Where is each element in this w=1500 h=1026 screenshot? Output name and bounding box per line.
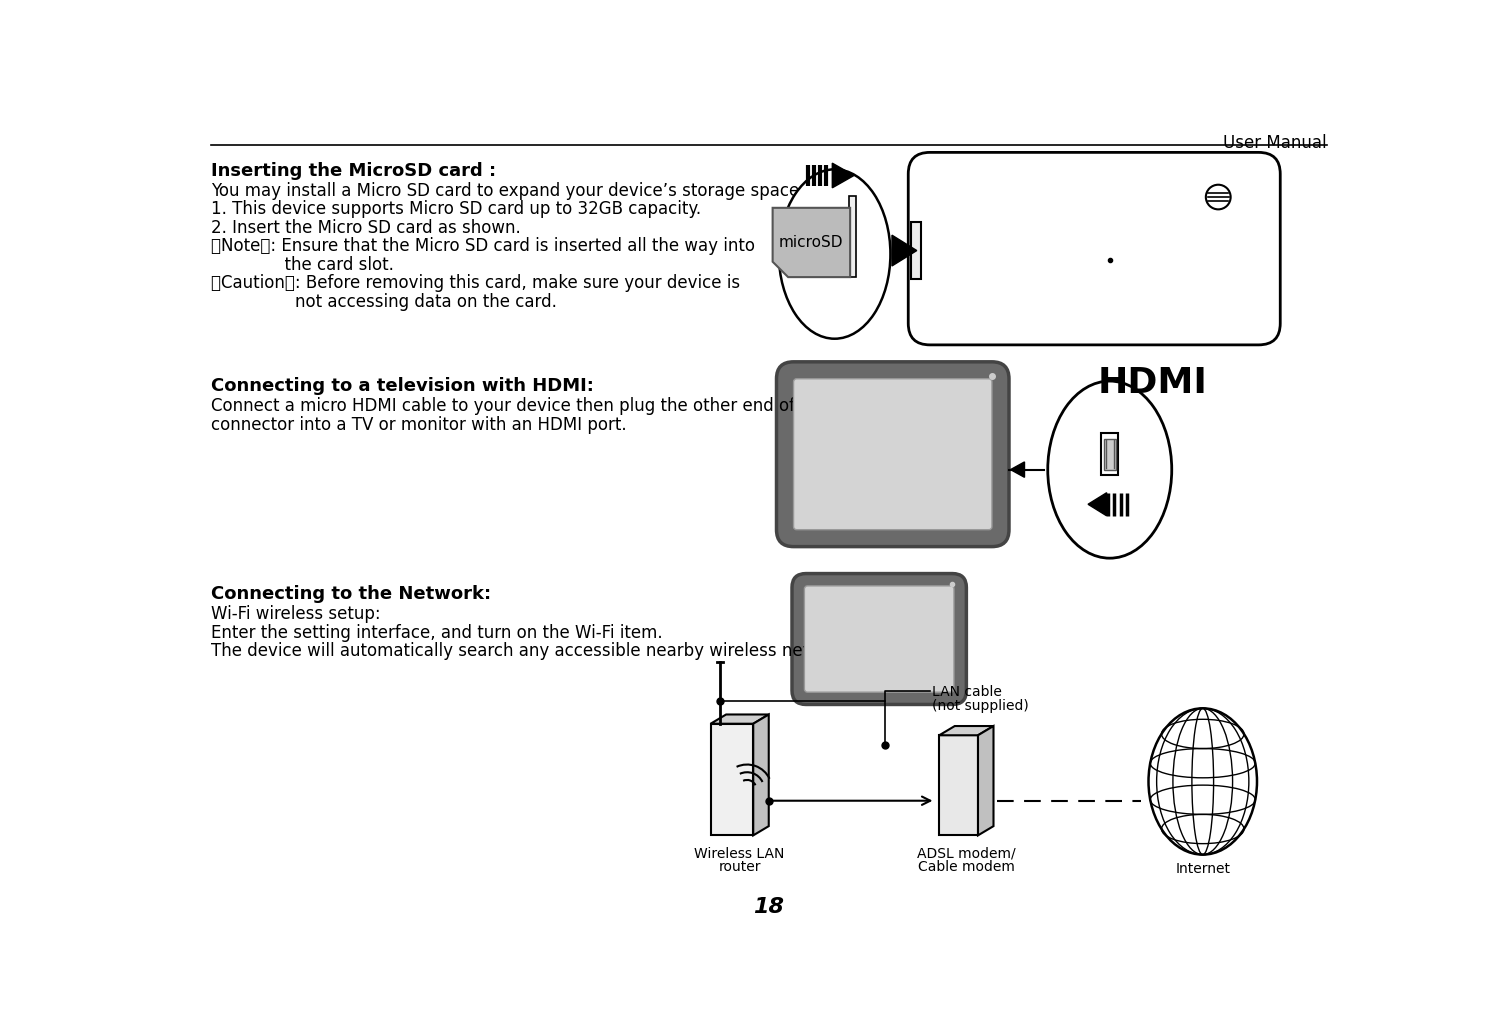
Text: the card slot.: the card slot. (210, 255, 393, 274)
Text: Inserting the MicroSD card :: Inserting the MicroSD card : (210, 162, 496, 180)
Text: router: router (718, 860, 760, 874)
Polygon shape (833, 163, 854, 188)
FancyBboxPatch shape (777, 362, 1010, 547)
Text: Wireless LAN: Wireless LAN (694, 846, 784, 861)
Bar (711, 723, 753, 835)
Circle shape (1206, 185, 1230, 209)
Text: Wi-Fi wireless setup:: Wi-Fi wireless setup: (210, 605, 381, 623)
Text: not accessing data on the card.: not accessing data on the card. (210, 292, 556, 311)
Text: Connecting to the Network:: Connecting to the Network: (210, 585, 490, 603)
Polygon shape (978, 726, 993, 835)
FancyBboxPatch shape (794, 379, 992, 529)
Bar (939, 736, 978, 835)
Polygon shape (1011, 462, 1025, 477)
Text: You may install a Micro SD card to expand your device’s storage space.: You may install a Micro SD card to expan… (210, 182, 804, 200)
Text: (not supplied): (not supplied) (932, 699, 1029, 713)
Text: 【Note】: Ensure that the Micro SD card is inserted all the way into: 【Note】: Ensure that the Micro SD card is… (210, 237, 754, 255)
Bar (1104, 439, 1116, 470)
Polygon shape (772, 208, 850, 277)
Text: 1. This device supports Micro SD card up to 32GB capacity.: 1. This device supports Micro SD card up… (210, 200, 700, 219)
Polygon shape (939, 726, 993, 736)
FancyBboxPatch shape (908, 153, 1280, 345)
Text: LAN cable: LAN cable (932, 685, 1002, 700)
Text: 18: 18 (753, 897, 784, 917)
Text: microSD: microSD (778, 235, 843, 250)
Text: HDMI: HDMI (1098, 366, 1208, 400)
Polygon shape (711, 714, 768, 723)
Text: 【Caution】: Before removing this card, make sure your device is: 【Caution】: Before removing this card, ma… (210, 274, 740, 292)
Ellipse shape (778, 169, 891, 339)
Polygon shape (753, 714, 768, 835)
Text: Connect a micro HDMI cable to your device then plug the other end of the HDMI: Connect a micro HDMI cable to your devic… (210, 397, 877, 416)
FancyBboxPatch shape (792, 574, 966, 705)
Bar (849, 196, 856, 277)
Ellipse shape (1047, 381, 1172, 558)
Text: connector into a TV or monitor with an HDMI port.: connector into a TV or monitor with an H… (210, 416, 627, 434)
Text: 2. Insert the Micro SD card as shown.: 2. Insert the Micro SD card as shown. (210, 219, 520, 237)
Text: Enter the setting interface, and turn on the Wi-Fi item.: Enter the setting interface, and turn on… (210, 624, 663, 641)
Text: User Manual: User Manual (1222, 134, 1326, 152)
Text: Cable modem: Cable modem (918, 860, 1016, 874)
Polygon shape (892, 235, 916, 266)
Bar (910, 222, 921, 279)
Text: Connecting to a television with HDMI:: Connecting to a television with HDMI: (210, 378, 594, 395)
Text: Internet: Internet (1176, 862, 1230, 876)
Text: The device will automatically search any accessible nearby wireless networks.: The device will automatically search any… (210, 642, 864, 660)
Bar (1101, 433, 1119, 475)
FancyBboxPatch shape (804, 586, 954, 693)
Ellipse shape (1149, 708, 1257, 855)
Polygon shape (1088, 492, 1107, 516)
Text: ADSL modem/: ADSL modem/ (916, 846, 1016, 861)
